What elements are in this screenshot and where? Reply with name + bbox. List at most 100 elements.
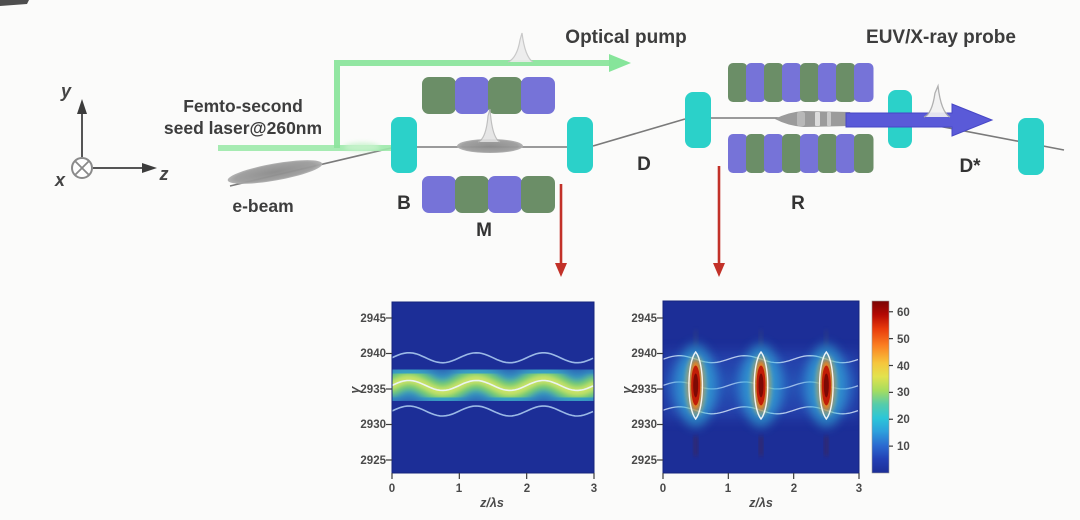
colorbar [871,300,890,474]
undulator-block-green [488,77,522,114]
undulator-block-purple [782,63,802,102]
contour-line [392,405,594,417]
left-ylabel: γ [348,385,362,393]
microbunched-beam [775,111,853,127]
drift-dstar-label: D* [959,156,981,177]
seed-laser-path [218,32,631,152]
pump-laser-dogleg-beam [334,60,610,148]
bunch-dark-streak [824,436,828,456]
bunch-stripe [827,112,831,126]
photo-artifact [0,0,29,6]
coordinate-axes: y x z [54,81,169,190]
ytick-label: 2930 [631,419,657,431]
undulator-block-purple [764,134,784,173]
bunch-yellow-ring [751,355,771,416]
contour-line [392,351,594,364]
pump-laser-arrowhead [609,54,631,72]
undulator-block-green [455,176,489,213]
z-axis-arrowhead [142,163,157,173]
xtick-label: 1 [725,483,732,495]
xray-pulse-icon [923,83,951,118]
ytick-label: 2935 [631,384,657,396]
xtick-label: 3 [856,483,862,495]
bunched-beam-body [775,111,853,127]
xtick-label: 3 [591,483,597,495]
undulator-block-green [782,134,802,173]
xtick-label: 1 [456,483,463,495]
right-xlabel: z/λs [748,496,773,510]
cbar-tick-label: 30 [897,387,910,399]
ytick-label: 2925 [360,455,386,467]
cbar-tick-label: 20 [897,414,910,426]
right-plot-ticks [657,317,860,479]
undulator-block-purple [818,63,838,102]
optical-pump-label: Optical pump [565,27,686,48]
ytick-label: 2935 [360,384,386,396]
modulator-top-row [422,77,555,114]
left-xlabel: z/λs [479,496,504,510]
left-phase-space-plot: 2945 2940 2935 2930 2925 0 1 2 3 γ z/λs [348,301,597,510]
undulator-block-purple [488,176,522,213]
bunch-maroon-core [758,373,764,398]
modulator-exit-box [567,117,593,173]
bunch-dark-streak [694,436,698,456]
bunch-maroon-core [693,373,699,398]
y-axis-label: y [60,81,72,101]
bunch-yellow-ring [685,355,706,416]
undulator-block-purple [836,134,856,173]
x-axis-label: x [54,170,66,190]
seed-pulse-blob [344,142,380,152]
undulator-block-purple [854,63,874,102]
x-cross-2 [74,160,90,176]
left-plot-frame [391,301,595,474]
left-plot-ticks [386,317,595,479]
ytick-label: 2940 [631,348,657,360]
seed-pulse-in-modulator-icon [477,108,501,143]
euv-probe-label: EUV/X-ray probe [866,27,1016,48]
radiator-r-label: R [791,193,805,214]
right-ylabel: γ [620,385,634,393]
xtick-label: 0 [389,483,395,495]
xtick-label: 2 [524,483,530,495]
undulator-block-purple [422,176,456,213]
ytick-label: 2945 [631,313,657,325]
ytick-label: 2930 [360,419,386,431]
bunch-dark-streak [759,436,763,456]
contour-line [392,379,594,392]
cbar-tick-label: 10 [897,441,910,453]
beamline-segment [592,118,686,147]
euv-xray-arrow [845,103,994,137]
seed-laser-label-line1: Femto-second [183,96,303,116]
chicane-b-label: B [397,193,411,214]
radiator-bottom-row [728,134,874,173]
cbar-tick-label: 40 [897,361,910,373]
undulator-block-purple [455,77,489,114]
bunch-maroon-core [823,373,829,398]
ytick-label: 2945 [360,313,386,325]
y-axis-arrowhead [77,99,87,114]
undulator-block-green [422,77,456,114]
chicane-b-box [391,117,417,173]
seed-laser-label-line2: seed laser@260nm [164,118,322,138]
z-axis-label: z [159,164,169,184]
modulator-m-label: M [476,220,492,241]
undulator-block-green [521,176,555,213]
undulator-block-purple [800,134,820,173]
snapshot-arrows [555,166,725,277]
separatrix-contour [688,350,704,421]
bunch-stripe [797,112,805,126]
cbar-tick-label: 60 [897,307,910,319]
electron-beamline [229,117,1065,187]
e-beam-bunch [227,160,323,184]
red-arrowhead-right [713,263,725,277]
ytick-label: 2925 [631,455,657,467]
e-beam-label: e-beam [232,196,293,216]
separatrix-contour [753,350,769,421]
right-plot-frame [662,300,860,474]
xtick-label: 2 [791,483,797,495]
bunch-yellow-ring [816,355,837,416]
modulated-bunch [457,139,523,153]
modulator-bottom-row [422,176,555,213]
undulator-block-green [764,63,784,102]
